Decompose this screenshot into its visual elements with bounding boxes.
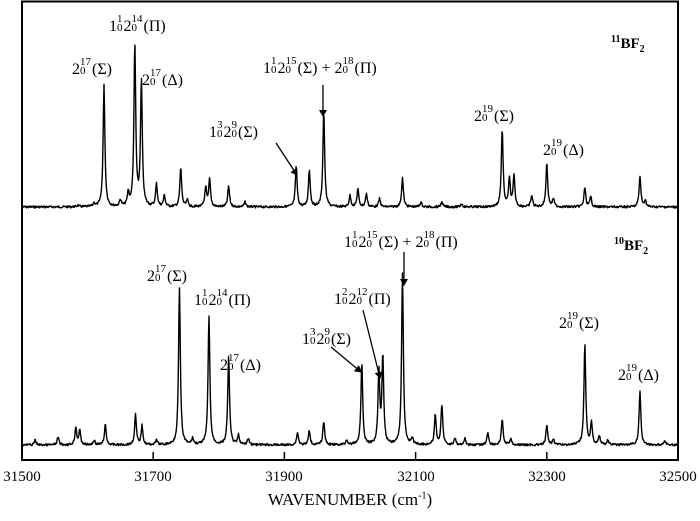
annotation-top-combo: 1 1 0 2 15 0 (Σ) + 2 18 0 (Π) bbox=[263, 55, 377, 78]
plot-frame bbox=[21, 0, 679, 461]
arrow-bottom-13-29 bbox=[330, 346, 362, 373]
arrow-bottom-12-212 bbox=[362, 309, 383, 379]
x-tick-label: 32100 bbox=[397, 469, 435, 485]
panel-label-11bf2: 11BF2 bbox=[611, 34, 645, 55]
spectrum-trace-10bf2 bbox=[22, 272, 678, 447]
x-axis-ticks bbox=[152, 452, 548, 460]
arrow-top-13-29 bbox=[275, 142, 298, 176]
annotation-top-2-19-delta: 2 19 0 (Δ) bbox=[543, 137, 584, 160]
annotation-bottom-1-3-2-9-sigma: 1 3 0 2 9 0 (Σ) bbox=[302, 326, 351, 349]
annotation-bottom-2-19-sigma: 2 19 0 (Σ) bbox=[559, 310, 599, 333]
annotation-bottom-2-19-delta: 2 19 0 (Δ) bbox=[618, 362, 659, 385]
x-axis-title: WAVENUMBER (cm-1) bbox=[267, 490, 433, 509]
annotation-top-1-3-2-9-sigma: 1 3 0 2 9 0 (Σ) bbox=[209, 119, 258, 142]
annotation-top-2-17-sigma: 2 17 0 (Σ) bbox=[72, 56, 112, 79]
annotation-top-2-19-sigma: 2 19 0 (Σ) bbox=[474, 103, 514, 126]
annotation-top-1-1-2-14-pi: 1 1 0 2 14 0 (Π) bbox=[109, 13, 166, 36]
panel-label-10bf2: 10BF2 bbox=[614, 236, 649, 257]
annotation-bottom-2-17-sigma: 2 17 0 (Σ) bbox=[147, 263, 187, 286]
x-tick-label: 31900 bbox=[265, 469, 303, 485]
x-tick-label: 31700 bbox=[134, 469, 172, 485]
x-tick-label: 31500 bbox=[3, 469, 41, 485]
annotation-bottom-combo: 1 1 0 2 15 0 (Σ) + 2 18 0 (Π) bbox=[344, 229, 458, 252]
x-tick-label: 32500 bbox=[659, 469, 697, 485]
spectrum-trace-11bf2 bbox=[22, 44, 678, 209]
x-tick-label: 32300 bbox=[528, 469, 566, 485]
annotation-bottom-2-17-delta: 2 17 0 (Δ) bbox=[220, 352, 261, 375]
annotation-bottom-1-1-2-14-pi: 1 1 0 2 14 0 (Π) bbox=[194, 287, 251, 310]
annotation-top-2-17-delta: 2 17 0 (Δ) bbox=[142, 67, 183, 90]
annotation-bottom-1-2-2-12-pi: 1 2 0 2 12 0 (Π) bbox=[334, 286, 391, 309]
